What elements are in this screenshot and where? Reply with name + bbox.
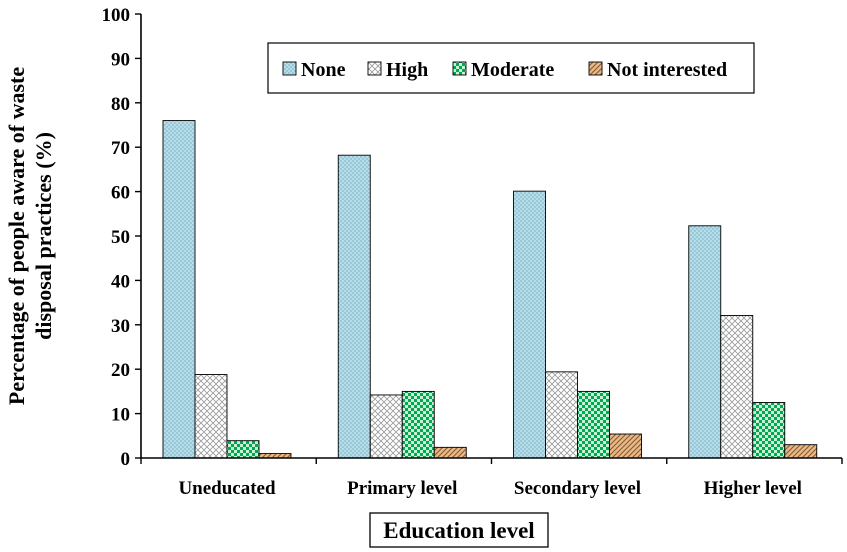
- x-axis-label-frame: [369, 512, 549, 548]
- bar-high-primary-level: [369, 394, 403, 459]
- plot-area: 0 10 20 30 40 50 60 70 80 90 100 Uneducated Primary …: [102, 5, 843, 499]
- bar-not-interested-secondary-level: [609, 433, 642, 459]
- y-tick-label: 60: [111, 183, 130, 204]
- legend-label-high: High: [386, 59, 428, 81]
- legend-frame: [267, 42, 755, 94]
- legend-label-not-interested: Not interested: [607, 59, 727, 81]
- bar-none-primary-level: [337, 154, 371, 459]
- x-axis-label-box: Education level: [369, 512, 549, 548]
- y-tick-label: 30: [111, 316, 130, 337]
- legend-label-none: None: [301, 59, 346, 81]
- bar-moderate-primary-level: [401, 390, 435, 459]
- legend-swatch-none: [282, 61, 297, 76]
- x-category-label: Secondary level: [514, 478, 641, 499]
- y-axis-label-line2: disposal practices (%): [31, 132, 56, 340]
- legend: None High Moderate Not interested: [267, 42, 755, 94]
- y-tick-label: 10: [111, 405, 130, 426]
- x-category-label: Uneducated: [178, 478, 276, 499]
- bar-not-interested-higher-level: [784, 444, 818, 459]
- y-tick-label: 90: [111, 49, 130, 70]
- x-category-label: Primary level: [347, 478, 457, 499]
- legend-swatch-moderate: [452, 61, 467, 76]
- y-tick-label: 70: [111, 138, 130, 159]
- legend-swatch-not-interested: [588, 61, 603, 76]
- bar-moderate-secondary-level: [577, 390, 610, 459]
- y-axis-label-line1: Percentage of people aware of waste: [4, 67, 29, 405]
- legend-label-moderate: Moderate: [471, 59, 554, 81]
- y-tick-label: 20: [111, 360, 130, 381]
- y-tick-label: 40: [111, 271, 130, 292]
- x-category-label: Higher level: [704, 478, 802, 499]
- bar-moderate-uneducated: [226, 440, 260, 459]
- y-tick-label: 50: [111, 227, 130, 248]
- bar-not-interested-primary-level: [433, 446, 467, 459]
- bar-high-higher-level: [720, 315, 754, 459]
- legend-swatch-high: [367, 61, 382, 76]
- bar-high-uneducated: [194, 374, 228, 459]
- bar-high-secondary-level: [545, 371, 578, 459]
- bar-none-secondary-level: [513, 190, 546, 459]
- y-tick-label: 100: [102, 5, 131, 26]
- x-axis-label: Education level: [383, 518, 534, 543]
- y-tick-label: 0: [121, 449, 131, 470]
- bar-moderate-higher-level: [752, 402, 786, 459]
- y-tick-label: 80: [111, 94, 130, 115]
- bar-none-uneducated: [162, 120, 196, 459]
- bar-none-higher-level: [688, 225, 722, 459]
- y-axis-label: Percentage of people aware of waste disp…: [4, 67, 56, 405]
